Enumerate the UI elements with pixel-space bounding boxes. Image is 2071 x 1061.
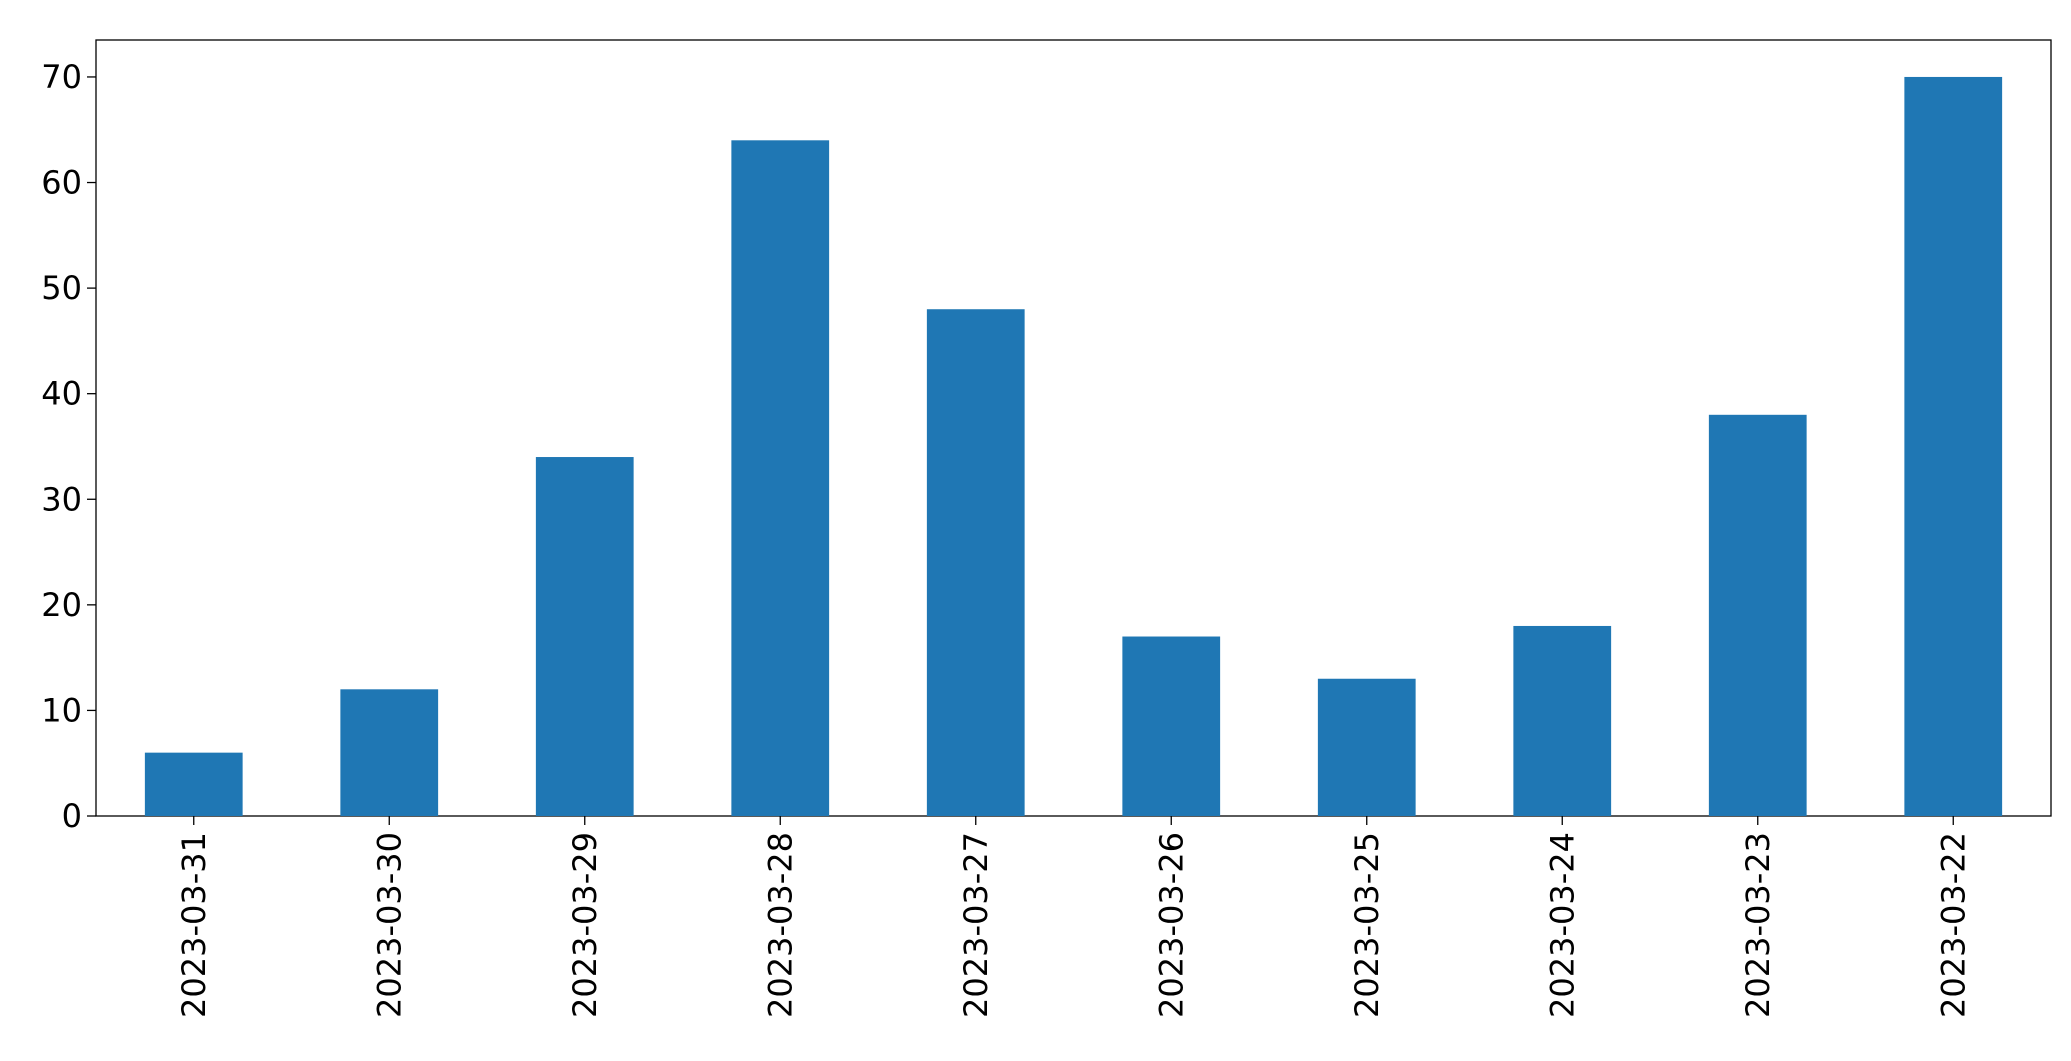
bar — [340, 689, 439, 816]
bar — [535, 457, 634, 816]
x-tick-label: 2023-03-27 — [957, 832, 995, 1018]
x-tick-label: 2023-03-30 — [370, 832, 408, 1018]
bar — [731, 140, 830, 816]
x-tick-label: 2023-03-31 — [175, 832, 213, 1018]
x-tick-label: 2023-03-22 — [1934, 832, 1972, 1018]
x-tick-label: 2023-03-24 — [1543, 832, 1581, 1018]
x-tick-label: 2023-03-29 — [566, 832, 604, 1018]
x-tick-label: 2023-03-28 — [761, 832, 799, 1018]
y-tick-label: 30 — [41, 480, 82, 518]
bar — [1317, 678, 1416, 816]
y-tick-label: 40 — [41, 375, 82, 413]
bar — [1122, 636, 1221, 816]
y-tick-label: 60 — [41, 164, 82, 202]
bar — [926, 309, 1025, 816]
x-tick-label: 2023-03-23 — [1739, 832, 1777, 1018]
bar — [144, 752, 243, 816]
y-tick-label: 70 — [41, 58, 82, 96]
bar — [1708, 414, 1807, 816]
bar — [1904, 76, 2003, 816]
axes-frame — [95, 39, 2052, 817]
y-tick-label: 50 — [41, 269, 82, 307]
bar — [1513, 625, 1612, 816]
x-tick-label: 2023-03-26 — [1152, 832, 1190, 1018]
y-tick-label: 0 — [62, 797, 82, 835]
x-tick-label: 2023-03-25 — [1348, 832, 1386, 1018]
y-tick-label: 20 — [41, 586, 82, 624]
y-tick-label: 10 — [41, 691, 82, 729]
